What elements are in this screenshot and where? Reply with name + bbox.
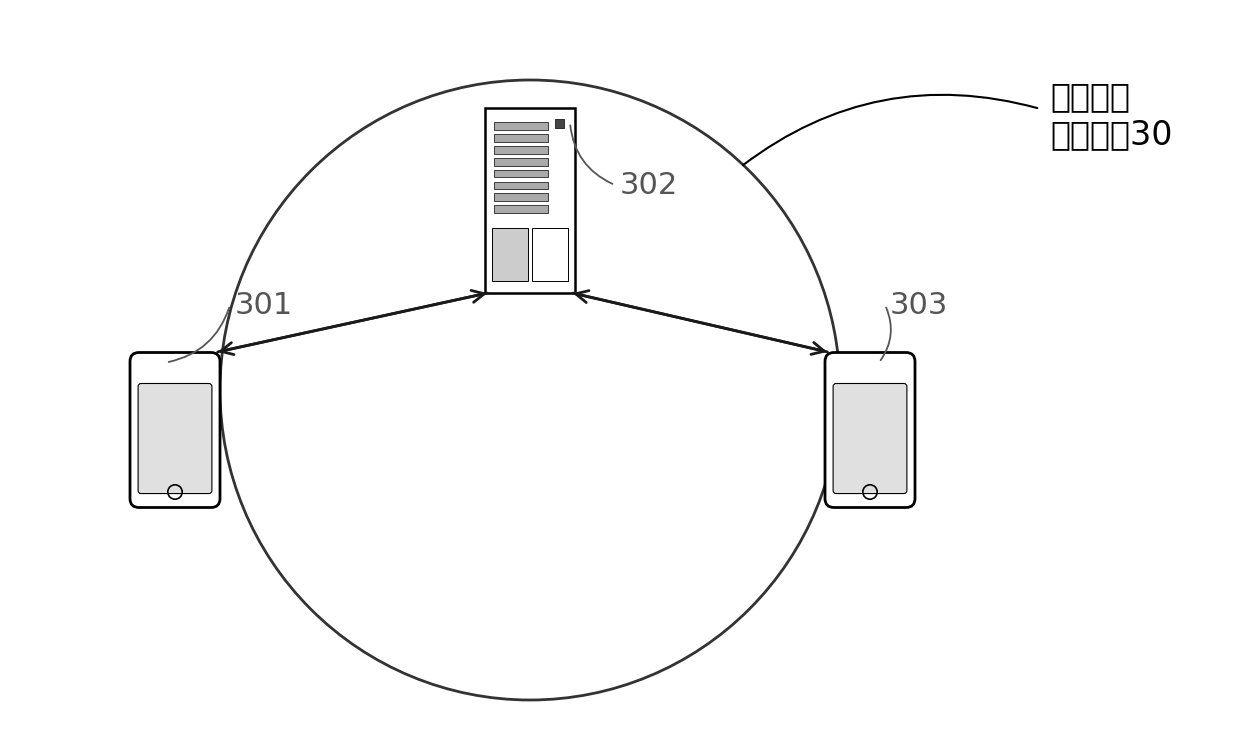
Text: 302: 302 xyxy=(620,171,678,200)
FancyBboxPatch shape xyxy=(130,353,219,507)
Polygon shape xyxy=(494,205,548,213)
Text: 303: 303 xyxy=(890,290,949,319)
Polygon shape xyxy=(532,227,568,281)
Polygon shape xyxy=(494,193,548,201)
Polygon shape xyxy=(494,182,548,190)
Polygon shape xyxy=(494,146,548,154)
Circle shape xyxy=(219,80,839,700)
Text: 301: 301 xyxy=(236,290,293,319)
FancyBboxPatch shape xyxy=(825,353,915,507)
Text: 视频传输: 视频传输 xyxy=(1050,80,1130,113)
Polygon shape xyxy=(494,122,548,130)
Text: 系统架构30: 系统架构30 xyxy=(1050,118,1173,152)
FancyBboxPatch shape xyxy=(138,383,212,494)
Polygon shape xyxy=(492,227,528,281)
Polygon shape xyxy=(494,157,548,165)
FancyBboxPatch shape xyxy=(833,383,906,494)
Polygon shape xyxy=(494,134,548,142)
Polygon shape xyxy=(494,170,548,177)
Polygon shape xyxy=(556,119,564,128)
Polygon shape xyxy=(485,107,575,292)
